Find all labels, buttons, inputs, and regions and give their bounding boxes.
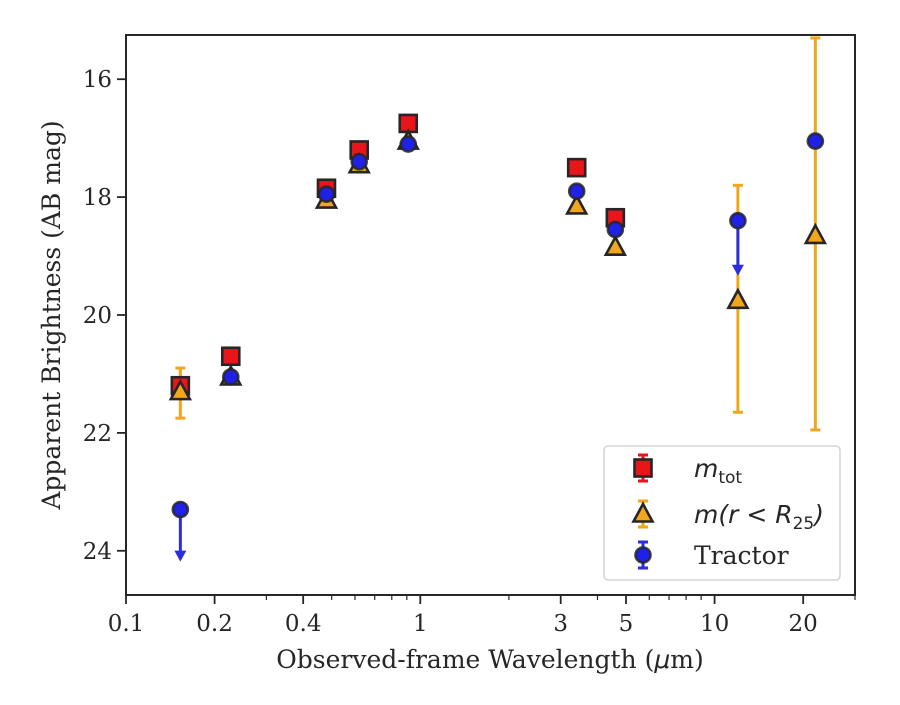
- circle-limit-arrowhead: [731, 264, 744, 276]
- circle-point: [606, 220, 625, 239]
- legend-label: Tractor: [694, 541, 789, 570]
- legend-circle-marker: [634, 546, 652, 564]
- x-axis-label: Observed-frame Wavelength (μm): [276, 645, 703, 674]
- legend-label-base: m: [694, 454, 718, 483]
- y-tick-label: 20: [83, 303, 112, 329]
- triangle-point: [603, 234, 628, 257]
- y-tick-label: 16: [83, 67, 112, 93]
- legend-label: m(r < R25): [694, 500, 824, 534]
- legend-label-base: m(r < R: [694, 500, 793, 529]
- plot-frame: [125, 34, 856, 596]
- legend-label-subscript: 25: [793, 514, 815, 534]
- x-axis-label-mu: μ: [653, 645, 670, 674]
- x-tick-label: 10: [700, 611, 729, 637]
- triangle-point: [565, 193, 589, 215]
- legend-square-marker: [633, 458, 653, 478]
- circle-point: [317, 185, 336, 203]
- circle-point: [221, 368, 240, 386]
- x-tick-label: 0.4: [285, 611, 322, 637]
- circle-point: [729, 211, 747, 230]
- circle-point: [806, 132, 825, 150]
- triangle-point: [803, 222, 828, 245]
- legend-box: [603, 445, 841, 581]
- x-tick-label: 0.2: [196, 611, 233, 637]
- circle-limit-arrowhead: [174, 550, 187, 562]
- y-tick-label: 18: [83, 185, 112, 211]
- axis-ticks: 0.1 0.2 0.4 1 3 5 10 20 16 18 20 22 24: [83, 67, 856, 637]
- triangle-point: [726, 287, 750, 310]
- y-axis-label: Apparent Brightness (AB mag): [37, 120, 66, 510]
- x-tick-label: 3: [553, 611, 568, 637]
- legend-label-subscript: tot: [718, 468, 742, 488]
- x-tick-label: 1: [413, 611, 428, 637]
- data-series: [168, 36, 828, 562]
- legend-label: mtot: [694, 454, 742, 488]
- circle-point: [567, 182, 586, 201]
- legend-triangle-marker: [631, 501, 655, 523]
- circle-point: [171, 500, 190, 519]
- x-tick-label: 20: [789, 611, 818, 637]
- square-point: [566, 157, 587, 178]
- legend-label-tail: ): [812, 500, 824, 529]
- square-point: [220, 346, 241, 367]
- x-tick-label: 5: [619, 611, 634, 637]
- y-tick-label: 24: [83, 539, 112, 565]
- circle-point: [350, 152, 368, 171]
- legend: mtot m(r < R25) Tractor: [603, 445, 841, 581]
- y-tick-label: 22: [83, 421, 112, 447]
- triangle-point: [168, 378, 193, 401]
- circle-point: [399, 135, 418, 153]
- x-tick-label: 0.1: [108, 611, 145, 637]
